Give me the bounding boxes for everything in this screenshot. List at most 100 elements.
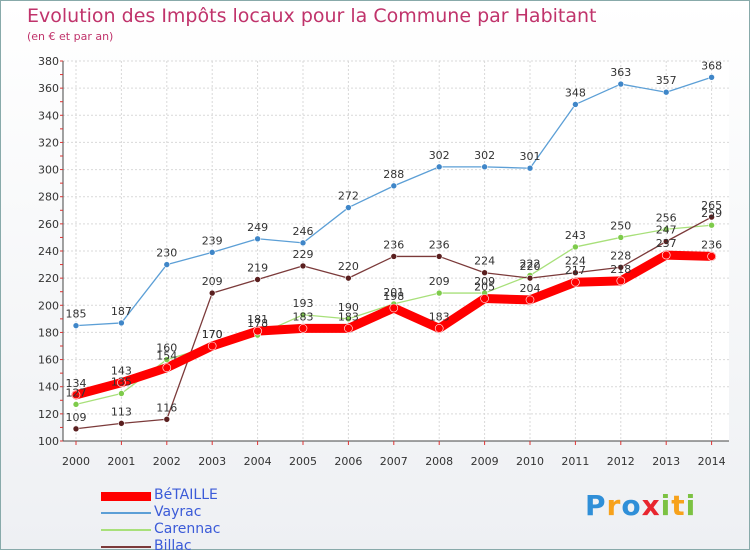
data-label: 302 xyxy=(474,149,495,162)
y-tick-label: 100 xyxy=(38,435,59,448)
y-tick-label: 260 xyxy=(38,218,59,231)
x-tick-label: 2002 xyxy=(153,455,181,468)
data-point xyxy=(71,390,81,400)
data-point xyxy=(572,243,579,251)
data-label: 259 xyxy=(701,207,722,220)
data-label: 219 xyxy=(247,262,268,275)
y-tick-label: 340 xyxy=(38,109,59,122)
data-point xyxy=(118,420,125,427)
y-tick-label: 220 xyxy=(38,272,59,285)
logo-letter: i xyxy=(660,489,672,522)
data-label: 187 xyxy=(111,305,132,318)
data-point xyxy=(298,324,308,333)
y-tick-label: 280 xyxy=(38,191,59,204)
data-label: 160 xyxy=(156,342,177,355)
data-label: 224 xyxy=(474,255,495,268)
data-label: 363 xyxy=(610,66,631,79)
data-point xyxy=(72,401,80,408)
data-label: 127 xyxy=(66,386,87,399)
data-point xyxy=(118,319,125,327)
x-tick-label: 2012 xyxy=(607,455,635,468)
data-point xyxy=(572,101,579,108)
y-tick-label: 140 xyxy=(38,381,59,394)
data-point xyxy=(708,73,715,81)
data-point xyxy=(480,294,489,303)
y-tick-label: 360 xyxy=(38,82,59,95)
data-point xyxy=(163,261,171,268)
x-tick-label: 2001 xyxy=(107,455,135,468)
data-label: 239 xyxy=(202,234,223,247)
logo-letter: P xyxy=(585,489,607,522)
data-label: 193 xyxy=(293,297,314,310)
data-label: 236 xyxy=(429,238,450,251)
logo-letter: i xyxy=(685,489,697,522)
data-label: 230 xyxy=(156,247,177,260)
data-label: 170 xyxy=(202,328,223,341)
data-point xyxy=(662,88,670,96)
data-point xyxy=(571,277,580,287)
y-tick-label: 120 xyxy=(38,408,59,421)
data-label: 243 xyxy=(565,229,586,242)
chart-subtitle: (en € et par an) xyxy=(27,30,114,43)
data-label: 134 xyxy=(66,377,87,390)
y-tick-label: 180 xyxy=(38,326,59,339)
data-label: 256 xyxy=(656,211,677,224)
data-label: 348 xyxy=(565,86,586,99)
data-label: 198 xyxy=(383,290,404,303)
data-label: 236 xyxy=(701,238,722,251)
data-label: 201 xyxy=(383,286,404,299)
y-tick-label: 300 xyxy=(38,164,59,177)
data-label: 222 xyxy=(520,257,541,270)
x-tick-label: 2009 xyxy=(471,455,499,468)
data-point xyxy=(253,326,262,336)
data-point xyxy=(572,269,579,277)
legend-swatch xyxy=(101,512,151,514)
data-point xyxy=(617,234,625,241)
data-point xyxy=(389,303,399,313)
data-label: 217 xyxy=(565,264,586,277)
data-label: 220 xyxy=(520,260,541,273)
data-label: 183 xyxy=(429,310,450,323)
data-label: 209 xyxy=(202,275,223,288)
data-point xyxy=(162,363,172,373)
data-point xyxy=(254,235,261,243)
data-point xyxy=(163,356,171,363)
data-label: 368 xyxy=(701,59,722,72)
data-label: 265 xyxy=(701,199,722,212)
data-point xyxy=(435,253,443,260)
data-point xyxy=(707,252,716,261)
data-point xyxy=(708,221,715,229)
data-point xyxy=(481,163,488,171)
data-label: 209 xyxy=(429,275,450,288)
data-point xyxy=(208,249,216,256)
data-label: 113 xyxy=(111,405,132,418)
data-point xyxy=(390,253,398,260)
data-point xyxy=(434,324,444,333)
data-label: 204 xyxy=(520,282,541,295)
data-point xyxy=(345,315,352,323)
data-point xyxy=(344,324,353,333)
x-tick-label: 2000 xyxy=(62,455,90,468)
legend-swatch xyxy=(101,546,151,548)
x-tick-label: 2005 xyxy=(289,455,317,468)
x-tick-label: 2007 xyxy=(380,455,408,468)
data-point xyxy=(118,390,125,397)
logo-letter: t xyxy=(671,489,686,522)
data-point xyxy=(163,415,171,423)
y-tick-label: 240 xyxy=(38,245,59,258)
data-label: 247 xyxy=(656,224,677,237)
data-point xyxy=(617,80,625,88)
data-label: 181 xyxy=(247,313,268,326)
data-point xyxy=(662,238,670,245)
data-point xyxy=(616,276,626,286)
data-point xyxy=(525,295,535,305)
data-label: 237 xyxy=(656,237,677,250)
x-tick-label: 2014 xyxy=(698,455,726,468)
proxiti-logo: Proxiti xyxy=(585,489,696,522)
data-label: 229 xyxy=(293,248,314,261)
data-label: 218 xyxy=(610,263,631,276)
data-point xyxy=(299,239,307,247)
data-label: 135 xyxy=(111,376,132,389)
data-label: 183 xyxy=(293,310,314,323)
